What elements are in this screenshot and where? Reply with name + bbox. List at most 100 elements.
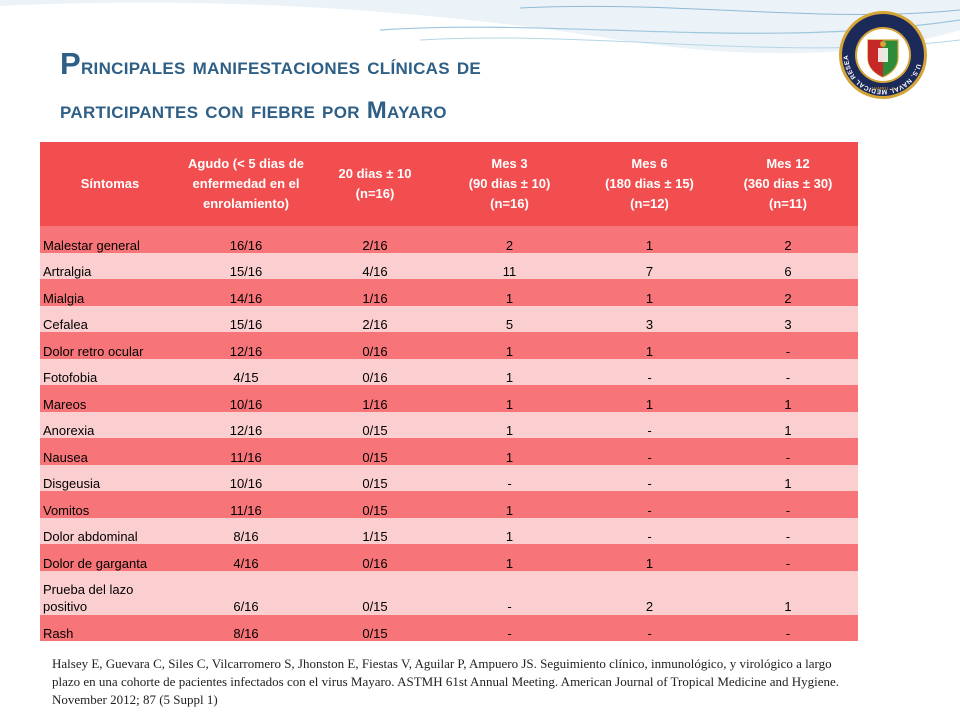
value-cell: 6 bbox=[718, 252, 858, 279]
value-cell: - bbox=[581, 517, 718, 544]
value-cell: 0/16 bbox=[312, 544, 438, 571]
value-cell: 2/16 bbox=[312, 305, 438, 332]
value-cell: 2 bbox=[438, 226, 581, 253]
value-cell: 0/16 bbox=[312, 332, 438, 359]
table-row: Dolor abdominal 8/16 1/15 1- - bbox=[40, 517, 858, 544]
value-cell: 11/16 bbox=[180, 438, 312, 465]
value-cell: 8/16 bbox=[180, 517, 312, 544]
symptom-cell: Fotofobia bbox=[40, 358, 180, 385]
value-cell: 1/16 bbox=[312, 385, 438, 412]
title-line2: participantes con fiebre por Mayaro bbox=[60, 97, 447, 124]
table-row: Mialgia 14/16 1/16 1 1 2 bbox=[40, 279, 858, 306]
value-cell: 3 bbox=[718, 305, 858, 332]
symptom-cell: Artralgia bbox=[40, 252, 180, 279]
value-cell: 1 bbox=[438, 332, 581, 359]
value-cell: - bbox=[581, 491, 718, 518]
value-cell: - bbox=[581, 438, 718, 465]
value-cell: 8/16 bbox=[180, 614, 312, 641]
symptom-cell: Nausea bbox=[40, 438, 180, 465]
table-row: Prueba del lazo positivo 6/16 0/15-2 1 bbox=[40, 570, 858, 615]
value-cell: 11 bbox=[438, 252, 581, 279]
value-cell: 1 bbox=[718, 464, 858, 491]
value-cell: - bbox=[581, 464, 718, 491]
title-initial: P bbox=[60, 46, 81, 81]
slide-title: Principales manifestaciones clínicas de … bbox=[60, 42, 800, 133]
table-row: Dolor de garganta 4/16 0/16 1 1- bbox=[40, 544, 858, 571]
value-cell: 12/16 bbox=[180, 332, 312, 359]
value-cell: 11/16 bbox=[180, 491, 312, 518]
value-cell: 10/16 bbox=[180, 385, 312, 412]
value-cell: 6/16 bbox=[180, 570, 312, 615]
value-cell: 1 bbox=[438, 517, 581, 544]
value-cell: - bbox=[718, 517, 858, 544]
table-row: Artralgia 15/16 4/16 11 7 6 bbox=[40, 252, 858, 279]
header-mes-3: Mes 3 (90 dias ± 10) (n=16) bbox=[438, 142, 581, 226]
value-cell: 0/15 bbox=[312, 464, 438, 491]
table-row: Anorexia 12/16 0/15 1-1 bbox=[40, 411, 858, 438]
table-row: Fotofobia 4/15 0/16 1- - bbox=[40, 358, 858, 385]
value-cell: 0/15 bbox=[312, 491, 438, 518]
value-cell: 1 bbox=[438, 385, 581, 412]
header-sintomas: Síntomas bbox=[40, 142, 180, 226]
value-cell: 1 bbox=[581, 544, 718, 571]
header-mes-12: Mes 12 (360 dias ± 30) (n=11) bbox=[718, 142, 858, 226]
value-cell: - bbox=[581, 411, 718, 438]
symptom-cell: Mialgia bbox=[40, 279, 180, 306]
value-cell: 1 bbox=[581, 332, 718, 359]
value-cell: 1 bbox=[581, 226, 718, 253]
value-cell: 15/16 bbox=[180, 305, 312, 332]
value-cell: 4/16 bbox=[312, 252, 438, 279]
value-cell: 5 bbox=[438, 305, 581, 332]
table-header-row: Síntomas Agudo (< 5 dias de enfermedad e… bbox=[40, 142, 858, 226]
value-cell: 1 bbox=[438, 358, 581, 385]
value-cell: - bbox=[718, 438, 858, 465]
value-cell: 2 bbox=[718, 279, 858, 306]
value-cell: 1 bbox=[718, 570, 858, 615]
symptom-cell: Disgeusia bbox=[40, 464, 180, 491]
value-cell: 4/15 bbox=[180, 358, 312, 385]
value-cell: - bbox=[438, 614, 581, 641]
value-cell: 7 bbox=[581, 252, 718, 279]
symptoms-table: Síntomas Agudo (< 5 dias de enfermedad e… bbox=[40, 142, 858, 641]
symptom-cell: Cefalea bbox=[40, 305, 180, 332]
header-agudo: Agudo (< 5 dias de enfermedad en el enro… bbox=[180, 142, 312, 226]
symptom-cell: Dolor retro ocular bbox=[40, 332, 180, 359]
symptom-cell: Malestar general bbox=[40, 226, 180, 253]
header-mes-6: Mes 6 (180 dias ± 15) (n=12) bbox=[581, 142, 718, 226]
value-cell: 1 bbox=[718, 411, 858, 438]
symptom-cell: Rash bbox=[40, 614, 180, 641]
table-row: Mareos 10/16 1/16 1 1 1 bbox=[40, 385, 858, 412]
table-row: Cefalea 15/16 2/16 5 3 3 bbox=[40, 305, 858, 332]
value-cell: 2 bbox=[718, 226, 858, 253]
value-cell: 16/16 bbox=[180, 226, 312, 253]
value-cell: 1 bbox=[438, 411, 581, 438]
citation-text: Halsey E, Guevara C, Siles C, Vilcarrome… bbox=[52, 656, 840, 707]
value-cell: 1/15 bbox=[312, 517, 438, 544]
value-cell: - bbox=[718, 358, 858, 385]
value-cell: 12/16 bbox=[180, 411, 312, 438]
symptom-cell: Dolor abdominal bbox=[40, 517, 180, 544]
table-row: Malestar general 16/16 2/16 2 1 2 bbox=[40, 226, 858, 253]
symptom-cell: Dolor de garganta bbox=[40, 544, 180, 571]
symptom-cell: Anorexia bbox=[40, 411, 180, 438]
symptom-cell: Mareos bbox=[40, 385, 180, 412]
value-cell: 1 bbox=[438, 279, 581, 306]
value-cell: 14/16 bbox=[180, 279, 312, 306]
value-cell: - bbox=[581, 614, 718, 641]
value-cell: 0/15 bbox=[312, 438, 438, 465]
table-row: Dolor retro ocular 12/16 0/16 1 1- bbox=[40, 332, 858, 359]
table-row: Disgeusia 10/16 0/15- -1 bbox=[40, 464, 858, 491]
header-20-dias: 20 dias ± 10 (n=16) bbox=[312, 142, 438, 226]
value-cell: - bbox=[581, 358, 718, 385]
value-cell: - bbox=[438, 570, 581, 615]
value-cell: 0/16 bbox=[312, 358, 438, 385]
value-cell: - bbox=[718, 332, 858, 359]
value-cell: 4/16 bbox=[180, 544, 312, 571]
value-cell: 0/15 bbox=[312, 614, 438, 641]
seal-bottom-text: NAMRU - 6 bbox=[871, 86, 894, 91]
value-cell: 2 bbox=[581, 570, 718, 615]
value-cell: 1 bbox=[581, 385, 718, 412]
table-row: Rash 8/16 0/15- - - bbox=[40, 614, 858, 641]
value-cell: 1 bbox=[718, 385, 858, 412]
value-cell: - bbox=[438, 464, 581, 491]
